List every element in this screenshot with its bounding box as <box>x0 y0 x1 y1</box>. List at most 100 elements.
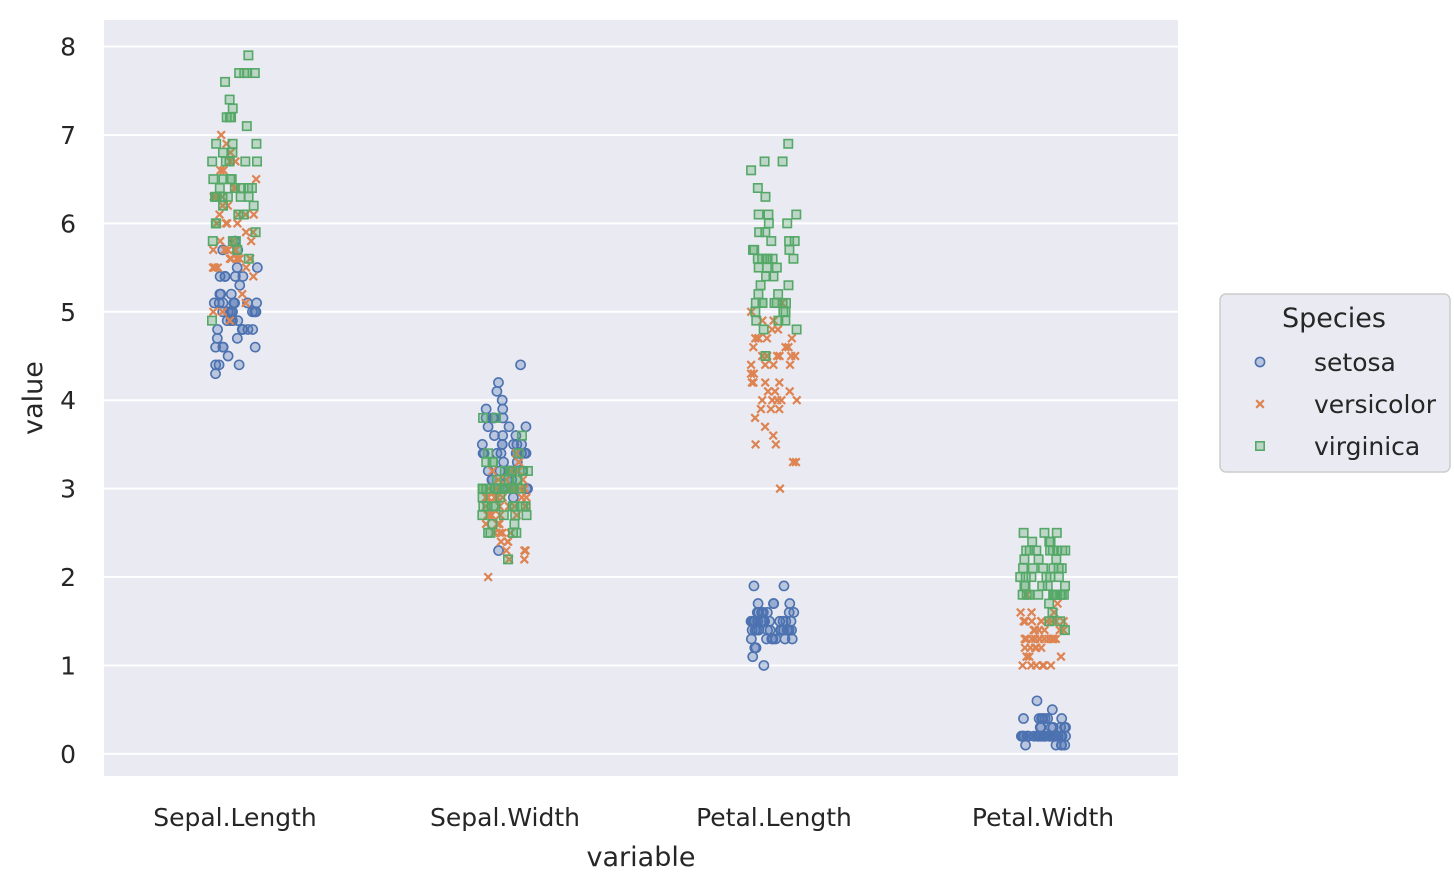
point-setosa <box>764 615 775 627</box>
point-versicolor <box>251 174 261 184</box>
point-virginica <box>240 156 251 167</box>
point-virginica <box>232 244 243 255</box>
point-setosa <box>496 394 508 406</box>
point-versicolor <box>481 492 491 503</box>
point-setosa <box>768 598 779 609</box>
point-virginica <box>252 156 263 167</box>
point-setosa <box>480 403 492 415</box>
point-versicolor <box>1016 607 1026 617</box>
point-setosa <box>750 642 762 654</box>
point-versicolor <box>492 519 503 529</box>
point-virginica <box>1053 572 1064 583</box>
point-virginica <box>478 412 489 423</box>
point-versicolor <box>208 245 218 255</box>
point-versicolor <box>1055 625 1065 635</box>
point-virginica <box>1055 616 1066 627</box>
point-virginica <box>518 465 529 476</box>
point-virginica <box>218 200 229 211</box>
point-versicolor <box>785 360 795 370</box>
x-tick-label: Petal.Length <box>696 803 852 832</box>
legend-title: Species <box>1282 303 1386 334</box>
point-setosa <box>491 385 503 397</box>
point-versicolor <box>783 342 794 352</box>
point-versicolor <box>766 404 776 414</box>
point-virginica <box>226 174 237 185</box>
point-versicolor <box>248 271 258 281</box>
point-virginica <box>477 483 488 494</box>
point-virginica <box>235 191 246 202</box>
point-versicolor <box>222 218 232 228</box>
point-setosa <box>249 306 261 318</box>
point-versicolor <box>505 528 516 538</box>
point-versicolor <box>225 254 235 264</box>
point-setosa <box>1031 695 1043 707</box>
point-virginica <box>207 236 218 247</box>
point-virginica <box>233 209 244 220</box>
y-tick-label: 6 <box>60 209 76 238</box>
point-versicolor <box>216 130 226 140</box>
point-virginica <box>783 280 794 291</box>
point-virginica <box>227 103 238 114</box>
point-versicolor <box>1027 616 1037 626</box>
point-versicolor <box>785 386 795 396</box>
point-versicolor <box>791 457 801 467</box>
point-setosa <box>780 615 792 627</box>
point-virginica <box>755 280 766 291</box>
point-setosa <box>233 359 245 371</box>
point-versicolor <box>767 324 777 335</box>
legend-label: versicolor <box>1314 390 1437 419</box>
point-virginica <box>208 174 219 185</box>
point-versicolor <box>1046 660 1056 671</box>
point-versicolor <box>750 439 761 449</box>
point-setosa <box>225 288 237 300</box>
point-virginica <box>478 501 489 512</box>
point-versicolor <box>1020 634 1030 644</box>
point-versicolor <box>1048 634 1059 644</box>
point-virginica <box>783 138 794 149</box>
point-versicolor <box>228 236 238 246</box>
point-virginica <box>784 244 795 255</box>
point-versicolor <box>230 245 240 255</box>
point-versicolor <box>786 351 796 361</box>
point-virginica <box>751 315 762 326</box>
point-versicolor <box>760 377 770 388</box>
point-virginica <box>477 492 488 503</box>
point-virginica <box>763 218 774 229</box>
point-virginica <box>750 306 761 317</box>
point-versicolor <box>1020 616 1030 626</box>
point-versicolor <box>490 492 500 503</box>
point-versicolor <box>519 554 529 564</box>
point-virginica <box>508 527 519 538</box>
point-virginica <box>503 554 514 565</box>
point-versicolor <box>1029 625 1039 635</box>
point-setosa <box>1036 713 1047 724</box>
point-setosa <box>214 288 226 300</box>
point-virginica <box>211 218 222 229</box>
point-virginica <box>1059 625 1070 636</box>
point-setosa <box>778 580 790 592</box>
point-virginica <box>749 244 760 255</box>
point-virginica <box>207 315 218 326</box>
x-tick-label: Sepal.Width <box>430 803 580 832</box>
point-setosa <box>762 624 773 636</box>
point-virginica <box>771 262 782 273</box>
point-setosa <box>1020 739 1031 751</box>
point-virginica <box>217 147 228 158</box>
point-versicolor <box>746 360 756 370</box>
point-virginica <box>753 289 764 300</box>
point-virginica <box>234 68 245 79</box>
point-versicolor <box>483 510 493 520</box>
point-setosa <box>758 660 770 671</box>
point-virginica <box>763 209 774 220</box>
point-virginica <box>761 253 772 264</box>
point-versicolor <box>1053 599 1063 609</box>
legend-marker-virginica <box>1255 440 1266 451</box>
point-setosa <box>493 545 504 556</box>
point-versicolor <box>213 263 223 273</box>
point-versicolor <box>248 227 258 237</box>
point-versicolor <box>763 386 773 396</box>
point-versicolor <box>750 333 760 343</box>
point-versicolor <box>1022 652 1032 662</box>
point-setosa <box>217 341 229 353</box>
point-virginica <box>1057 545 1068 556</box>
